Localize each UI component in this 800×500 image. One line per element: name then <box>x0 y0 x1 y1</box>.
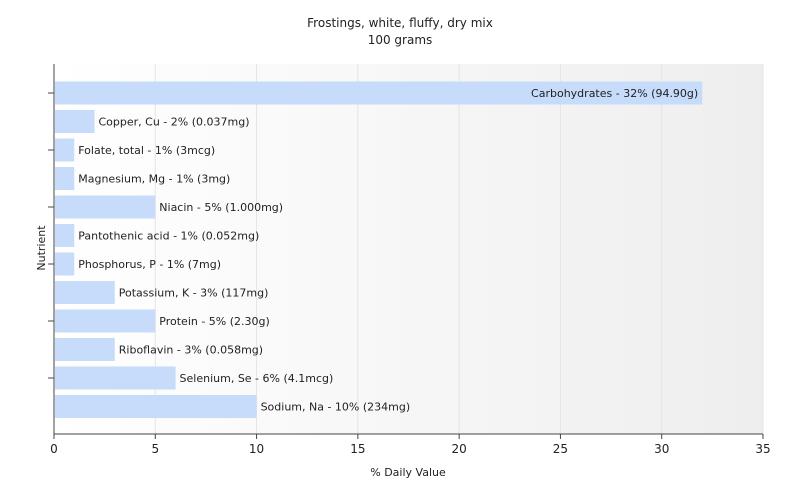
bar-label: Folate, total - 1% (3mcg) <box>78 144 215 157</box>
bar-label: Potassium, K - 3% (117mg) <box>119 287 269 300</box>
bar-label: Magnesium, Mg - 1% (3mg) <box>78 173 230 186</box>
axes <box>48 64 764 439</box>
bar-potassium-k <box>55 281 115 304</box>
bar-magnesium-mg <box>55 167 75 190</box>
x-tick-label: 10 <box>249 442 264 456</box>
x-tick-label: 0 <box>50 442 58 456</box>
x-tick-label: 5 <box>151 442 159 456</box>
bar-label: Copper, Cu - 2% (0.037mg) <box>99 116 250 129</box>
bar-pantothenic-acid <box>55 224 75 247</box>
bar-copper-cu <box>55 110 95 133</box>
bar-label: Carbohydrates - 32% (94.90g) <box>531 87 698 100</box>
bar-label: Pantothenic acid - 1% (0.052mg) <box>78 230 259 243</box>
chart-subtitle: 100 grams <box>368 33 433 47</box>
bar-carbohydrates <box>55 81 703 105</box>
bar-protein <box>55 309 156 333</box>
x-axis-label: % Daily Value <box>370 466 446 479</box>
bar-label: Selenium, Se - 6% (4.1mcg) <box>180 372 334 385</box>
bar-label: Niacin - 5% (1.000mg) <box>159 201 283 214</box>
x-tick-label: 25 <box>553 442 568 456</box>
x-tick-label: 20 <box>452 442 467 456</box>
bar-phosphorus-p <box>55 252 75 276</box>
x-tick-label: 15 <box>350 442 365 456</box>
bars: Carbohydrates - 32% (94.90g) Copper, Cu -… <box>55 81 703 418</box>
bar-label: Protein - 5% (2.30g) <box>159 315 270 328</box>
bar-riboflavin <box>55 338 115 361</box>
x-tick-label: 30 <box>654 442 669 456</box>
bar-niacin <box>55 195 156 219</box>
bar-sodium-na <box>55 395 257 418</box>
y-axis-label: Nutrient <box>35 225 48 271</box>
x-tick-label: 35 <box>755 442 770 456</box>
chart-title: Frostings, white, fluffy, dry mix <box>307 16 493 30</box>
bar-folate-total <box>55 138 75 162</box>
tick-labels: 0 5 10 15 20 25 30 35 <box>50 442 770 456</box>
bar-label: Phosphorus, P - 1% (7mg) <box>78 258 221 271</box>
bar-selenium-se <box>55 366 176 390</box>
bar-label: Riboflavin - 3% (0.058mg) <box>119 344 263 357</box>
bar-label: Sodium, Na - 10% (234mg) <box>261 401 411 414</box>
grid-lines <box>154 64 764 434</box>
